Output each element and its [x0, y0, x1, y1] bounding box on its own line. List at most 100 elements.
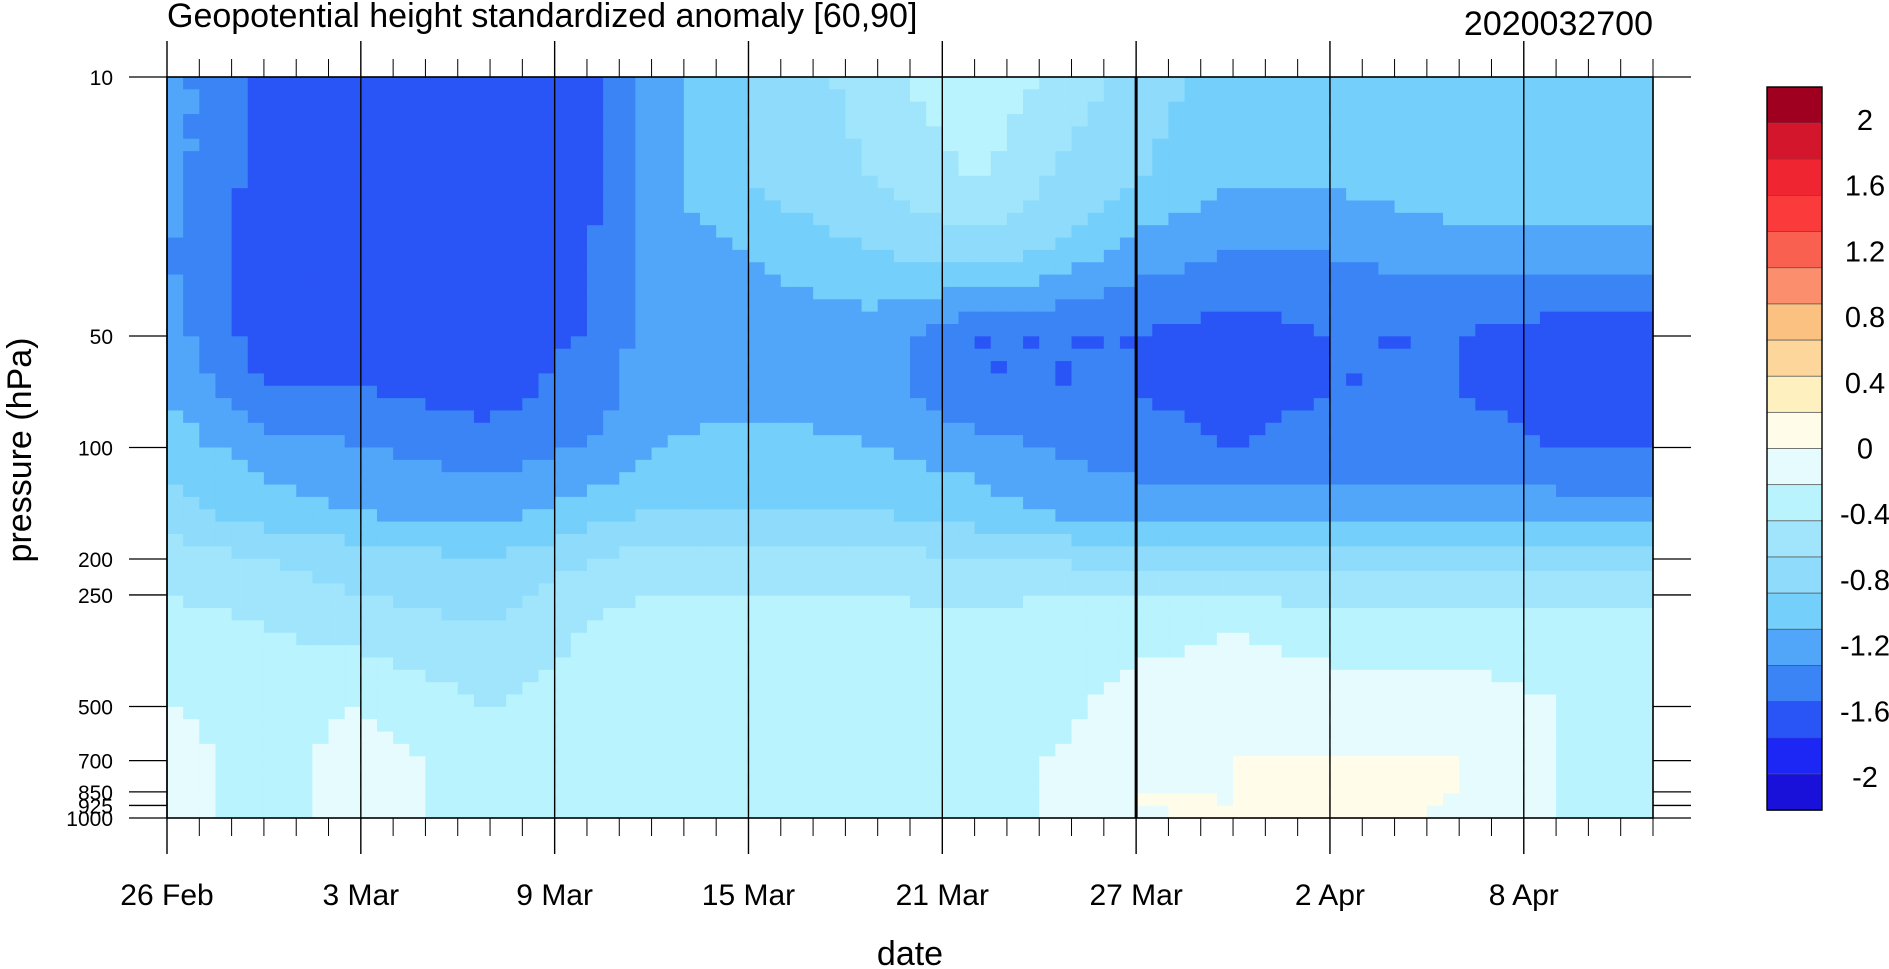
heatmap-cell [490, 558, 507, 572]
heatmap-cell [829, 77, 846, 90]
heatmap-cell [700, 509, 717, 523]
heatmap-cell [215, 484, 233, 498]
heatmap-cell [813, 77, 830, 90]
heatmap-cell [1459, 694, 1476, 708]
heatmap-cell [409, 447, 427, 461]
heatmap-cell [554, 472, 572, 486]
heatmap-cell [748, 249, 766, 263]
heatmap-cell [1378, 509, 1396, 523]
heatmap-cell [667, 657, 685, 671]
heatmap-cell [910, 200, 927, 214]
heatmap-cell [1265, 645, 1283, 659]
heatmap-cell [1604, 175, 1622, 189]
heatmap-cell [215, 447, 233, 461]
heatmap-cell [619, 595, 637, 609]
heatmap-cell [457, 632, 475, 646]
heatmap-cell [683, 188, 701, 202]
heatmap-cell [635, 669, 653, 683]
heatmap-cell [1459, 521, 1476, 535]
heatmap-cell [360, 348, 378, 362]
heatmap-cell [328, 114, 346, 127]
heatmap-cell [1346, 459, 1363, 473]
heatmap-cell [667, 632, 685, 646]
heatmap-cell [877, 731, 895, 745]
heatmap-cell [393, 361, 410, 374]
heatmap-cell [167, 212, 184, 226]
heatmap-cell [167, 361, 184, 374]
heatmap-cell [1265, 682, 1283, 696]
heatmap-cell [167, 632, 184, 646]
heatmap-cell [1491, 200, 1509, 214]
heatmap-cell [1233, 114, 1250, 127]
heatmap-cell [1055, 188, 1073, 202]
heatmap-cell [1459, 583, 1476, 597]
heatmap-cell [635, 558, 653, 572]
heatmap-cell [1523, 583, 1541, 597]
heatmap-cell [635, 410, 653, 424]
heatmap-cell [1055, 385, 1073, 399]
heatmap-cell [425, 608, 443, 621]
heatmap-cell [877, 114, 895, 127]
heatmap-cell [296, 200, 313, 214]
heatmap-cell [619, 385, 637, 399]
heatmap-cell [280, 200, 297, 214]
heatmap-cell [619, 435, 637, 449]
heatmap-cell [215, 262, 233, 276]
heatmap-cell [1426, 632, 1444, 646]
heatmap-cell [538, 595, 556, 609]
heatmap-cell [1055, 459, 1073, 473]
heatmap-cell [1297, 212, 1315, 226]
heatmap-cell [1604, 225, 1622, 239]
heatmap-cell [1362, 311, 1380, 325]
heatmap-cell [1556, 138, 1573, 152]
heatmap-cell [1249, 163, 1266, 177]
heatmap-cell [1475, 262, 1493, 276]
heatmap-cell [748, 163, 766, 177]
heatmap-cell [1394, 89, 1412, 103]
heatmap-cell [247, 286, 265, 300]
heatmap-cell [926, 361, 943, 374]
heatmap-cell [780, 237, 798, 251]
heatmap-cell [1426, 398, 1444, 412]
heatmap-cell [1410, 151, 1428, 165]
heatmap-cell [893, 336, 911, 350]
heatmap-cell [1475, 311, 1493, 325]
heatmap-cell [1443, 558, 1460, 572]
heatmap-cell [1443, 163, 1460, 177]
heatmap-cell [490, 89, 507, 103]
heatmap-cell [845, 348, 863, 362]
heatmap-cell [845, 447, 863, 461]
heatmap-cell [683, 299, 701, 313]
heatmap-cell [1572, 336, 1589, 350]
heatmap-cell [570, 348, 588, 362]
heatmap-cell [167, 101, 184, 115]
heatmap-cell [280, 608, 297, 621]
heatmap-cell [732, 324, 750, 337]
heatmap-cell [1071, 126, 1089, 140]
heatmap-cell [1313, 583, 1331, 597]
heatmap-cell [312, 533, 330, 547]
heatmap-cell [1507, 447, 1525, 461]
heatmap-cell [877, 126, 895, 140]
heatmap-cell [1200, 484, 1218, 498]
heatmap-cell [263, 546, 281, 560]
heatmap-cell [522, 509, 540, 523]
heatmap-cell [1233, 706, 1250, 720]
heatmap-cell [1394, 694, 1412, 708]
heatmap-cell [457, 682, 475, 696]
heatmap-cell [360, 77, 378, 90]
heatmap-cell [603, 237, 620, 251]
heatmap-cell [635, 200, 653, 214]
heatmap-cell [1200, 385, 1218, 399]
heatmap-cell [1507, 694, 1525, 708]
heatmap-cell [1055, 472, 1073, 486]
heatmap-cell [1233, 719, 1250, 733]
heatmap-cell [409, 212, 427, 226]
heatmap-cell [1023, 509, 1040, 523]
heatmap-cell [1071, 509, 1089, 523]
heatmap-cell [312, 299, 330, 313]
heatmap-cell [732, 657, 750, 671]
heatmap-cell [990, 595, 1008, 609]
heatmap-cell [1184, 509, 1202, 523]
heatmap-cell [409, 484, 427, 498]
